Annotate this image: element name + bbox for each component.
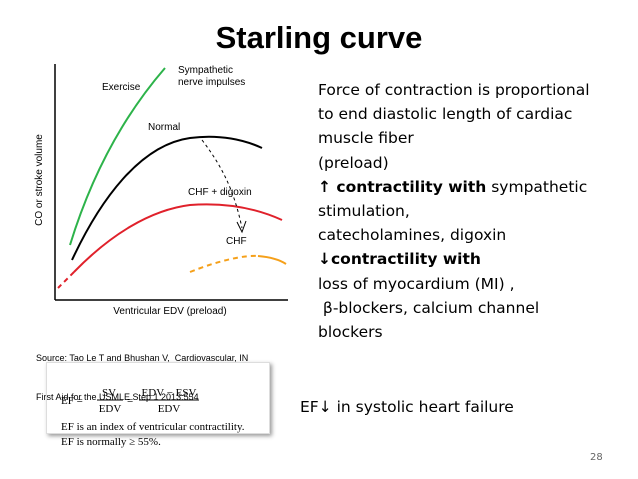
y-axis-label: CO or stroke volume <box>34 134 45 226</box>
ef-note: EF↓ in systolic heart failure <box>300 398 514 416</box>
bold-text: ↓contractility with <box>318 250 481 269</box>
body-line: to end diastolic length of cardiac <box>318 102 590 126</box>
formula-text: EDV − ESV <box>142 387 197 399</box>
source-line: First Aid for the USMLE Step 1 2013:554 <box>36 392 199 402</box>
curve-label: Exercise <box>102 82 141 93</box>
curve-label: Normal <box>148 122 180 133</box>
text: (preload) <box>318 153 389 172</box>
x-axis-label: Ventricular EDV (preload) <box>113 306 226 317</box>
curve-label: nerve impulses <box>178 77 245 88</box>
body-line: catecholamines, digoxin <box>318 223 590 247</box>
body-line: ↓contractility with <box>318 247 590 271</box>
slide-title: Starling curve <box>215 20 423 55</box>
body-line: ↑ contractility with sympathetic <box>318 175 590 199</box>
formula-text: EF is normally ≥ 55%. <box>61 436 161 448</box>
source-line: Source: Tao Le T and Bhushan V, Cardiova… <box>36 353 249 363</box>
formula-box: EF = SV EDV = EDV − ESV EDV EF is an ind… <box>46 362 270 448</box>
text: loss of myocardium (MI) , <box>318 274 515 293</box>
page-number: 28 <box>590 452 603 463</box>
body-line: loss of myocardium (MI) , <box>318 272 590 296</box>
text: stimulation, <box>318 202 410 221</box>
text: blockers <box>318 323 383 342</box>
formula-text: EDV <box>99 403 122 415</box>
body-line: muscle fiber <box>318 126 590 150</box>
starling-figure: CO or stroke volume Ventricular EDV (pre… <box>34 64 288 317</box>
body-text: Force of contraction is proportional to e… <box>318 78 590 344</box>
formula-text: SV <box>102 387 116 399</box>
text: catecholamines, digoxin <box>318 226 507 245</box>
body-line: Force of contraction is proportional <box>318 78 590 102</box>
curve-label: CHF + digoxin <box>188 187 252 198</box>
text: sympathetic <box>486 177 588 196</box>
curve-label: CHF <box>226 236 247 247</box>
formula-text: EF is an index of ventricular contractil… <box>61 421 245 433</box>
curve-label: Sympathetic <box>178 65 233 76</box>
formula-text: = <box>127 395 133 407</box>
text: muscle fiber <box>318 129 414 148</box>
bold-text: ↑ contractility with <box>318 177 487 196</box>
text: Force of contraction is proportional <box>318 81 590 99</box>
formula: EF = SV EDV = EDV − ESV EDV EF is an ind… <box>61 387 245 448</box>
body-line: (preload) <box>318 151 590 175</box>
body-line: β-blockers, calcium channel <box>318 296 590 320</box>
body-line: stimulation, <box>318 199 590 223</box>
text: to end diastolic length of cardiac <box>318 105 573 124</box>
text: β-blockers, calcium channel <box>318 298 540 317</box>
formula-text: EF = <box>61 395 83 407</box>
body-line: blockers <box>318 320 590 344</box>
source-note: Source: Tao Le T and Bhushan V, Cardiova… <box>36 326 248 417</box>
formula-text: EDV <box>158 403 181 415</box>
